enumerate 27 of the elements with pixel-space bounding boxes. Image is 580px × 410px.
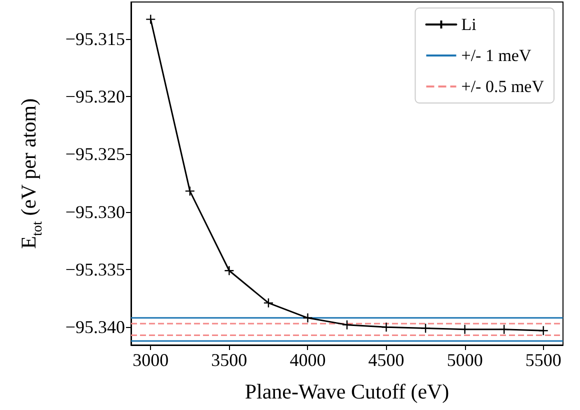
x-tick-label: 4500 [368,350,404,370]
x-tick-label: 3500 [211,350,248,370]
x-tick-label: 5500 [525,350,562,370]
y-tick-label: −95.340 [65,317,125,338]
point [146,14,156,24]
y-tick-label: −95.320 [65,86,125,107]
y-tick-label: −95.335 [65,259,125,280]
y-tick-label: −95.325 [65,144,125,164]
legend-label: +/- 1 meV [461,46,532,65]
point [420,323,431,334]
legend-label: Li [461,15,477,34]
point [342,320,352,330]
point [224,266,234,276]
point [263,298,274,308]
point [184,186,196,196]
legend-label: +/- 0.5 meV [461,77,545,96]
point [302,312,313,324]
point [381,322,392,332]
x-tick-label: 5000 [446,350,483,370]
y-tick-label: −95.315 [65,28,125,49]
x-axis-title: Plane-Wave Cutoff (eV) [244,380,450,404]
y-axis-title: Etot (eV per atom) [16,98,46,249]
x-tick-label: 4000 [290,350,326,370]
x-tick-label: 3000 [132,350,169,370]
y-tick-label: −95.330 [65,202,125,222]
point [498,324,510,335]
point [538,325,548,336]
